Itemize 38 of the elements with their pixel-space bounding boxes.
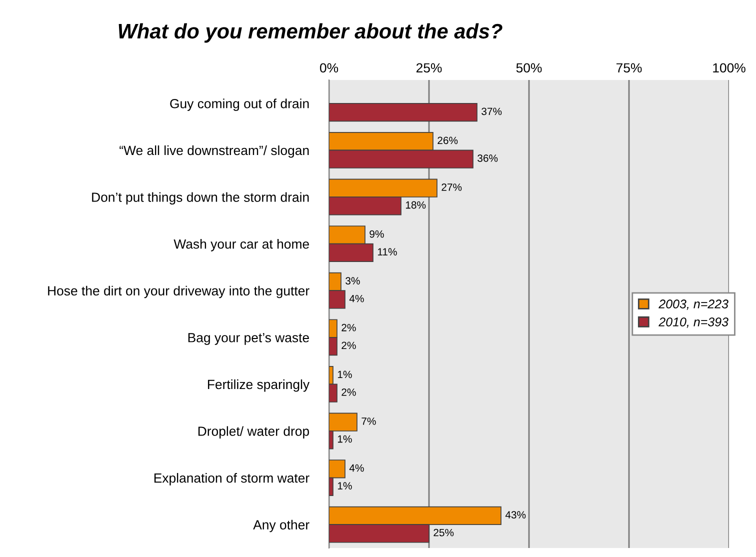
x-tick-label: 25% bbox=[416, 63, 442, 73]
data-label: 4% bbox=[349, 464, 364, 472]
data-label: 26% bbox=[438, 136, 458, 144]
y-tick-label: Guy coming out of drain bbox=[170, 98, 309, 111]
data-label: 2% bbox=[342, 388, 356, 396]
x-tick-label: 75% bbox=[616, 63, 642, 73]
data-label: 37% bbox=[482, 108, 502, 116]
y-tick-label: Hose the dirt on your driveway into the gutter bbox=[48, 286, 310, 298]
legend-label: 2010, n=393 bbox=[658, 318, 728, 328]
data-label: 27% bbox=[442, 184, 462, 191]
data-label: 4% bbox=[349, 294, 364, 302]
bar bbox=[329, 102, 478, 122]
data-label: 7% bbox=[362, 418, 376, 425]
data-label: 25% bbox=[434, 528, 454, 536]
data-label: 1% bbox=[338, 370, 352, 378]
y-tick-label: Don’t put things down the storm drain bbox=[92, 192, 309, 205]
chart-title: What do you remember about the ads? bbox=[118, 23, 502, 43]
y-tick-label: Any other bbox=[253, 520, 310, 532]
data-label: 1% bbox=[338, 435, 352, 443]
data-label: 2% bbox=[342, 342, 356, 350]
x-tick-label: 100% bbox=[713, 63, 746, 73]
y-tick-label: Explanation of storm water bbox=[154, 473, 310, 486]
data-label: 36% bbox=[478, 154, 498, 162]
y-tick-label: Droplet/ water drop bbox=[198, 426, 310, 439]
y-tick-label: “We all live downstream”/ slogan bbox=[120, 145, 309, 158]
legend-label: 2003, n=223 bbox=[658, 300, 728, 310]
data-label: 43% bbox=[505, 511, 526, 519]
data-label: 2% bbox=[342, 324, 356, 332]
data-label: 11% bbox=[378, 248, 397, 256]
y-tick-label: Wash your car at home bbox=[174, 239, 309, 252]
data-label: 9% bbox=[370, 230, 384, 238]
x-tick-label: 0% bbox=[320, 63, 338, 73]
data-label: 18% bbox=[406, 201, 426, 209]
data-label: 3% bbox=[346, 277, 360, 285]
y-tick-label: Fertilize sparingly bbox=[208, 379, 310, 392]
data-label: 1% bbox=[338, 482, 352, 490]
y-tick-label: Bag your pet’s waste bbox=[188, 333, 309, 345]
x-tick-label: 50% bbox=[516, 63, 542, 73]
